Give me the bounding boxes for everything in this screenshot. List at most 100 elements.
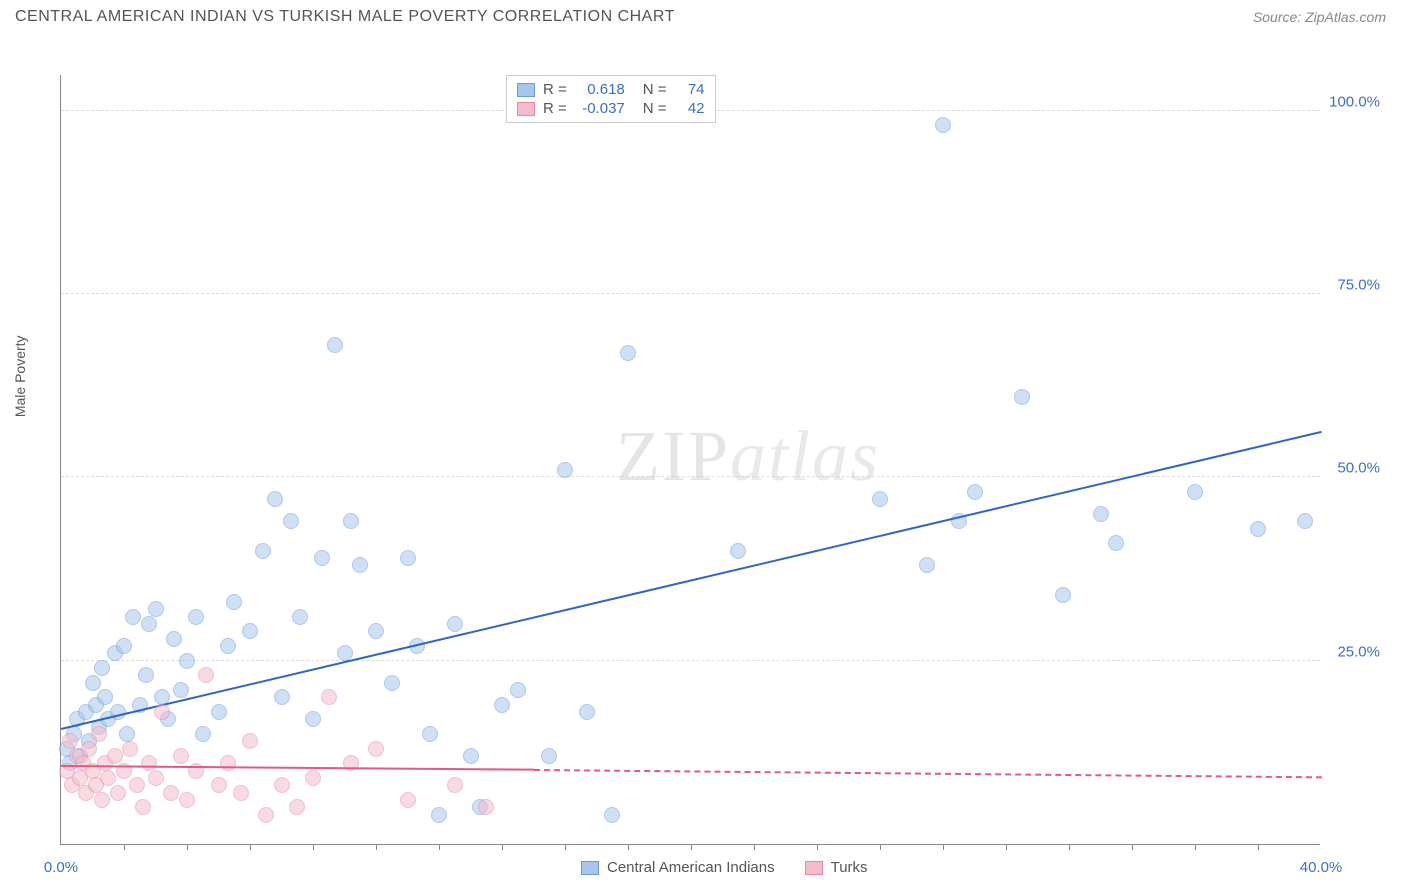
data-point bbox=[255, 543, 271, 559]
data-point bbox=[283, 513, 299, 529]
data-point bbox=[173, 682, 189, 698]
x-tick bbox=[943, 844, 944, 850]
chart-source: Source: ZipAtlas.com bbox=[1253, 9, 1386, 25]
data-point bbox=[368, 623, 384, 639]
data-point bbox=[94, 660, 110, 676]
series-legend: Central American Indians Turks bbox=[581, 859, 868, 876]
x-tick bbox=[1069, 844, 1070, 850]
legend-item: Central American Indians bbox=[581, 859, 775, 876]
data-point bbox=[422, 726, 438, 742]
x-tick bbox=[187, 844, 188, 850]
legend-swatch bbox=[517, 102, 535, 116]
data-point bbox=[138, 667, 154, 683]
data-point bbox=[1055, 587, 1071, 603]
data-point bbox=[211, 704, 227, 720]
y-tick-label: 75.0% bbox=[1325, 277, 1380, 294]
data-point bbox=[935, 117, 951, 133]
x-tick bbox=[1006, 844, 1007, 850]
data-point bbox=[116, 638, 132, 654]
x-tick bbox=[691, 844, 692, 850]
data-point bbox=[100, 770, 116, 786]
data-point bbox=[233, 785, 249, 801]
data-point bbox=[292, 609, 308, 625]
legend-swatch bbox=[517, 83, 535, 97]
data-point bbox=[198, 667, 214, 683]
data-point bbox=[135, 799, 151, 815]
x-tick bbox=[880, 844, 881, 850]
data-point bbox=[1014, 389, 1030, 405]
data-point bbox=[1250, 521, 1266, 537]
data-point bbox=[305, 770, 321, 786]
x-tick bbox=[439, 844, 440, 850]
stats-n-value: 74 bbox=[675, 81, 705, 98]
data-point bbox=[141, 755, 157, 771]
data-point bbox=[122, 741, 138, 757]
data-point bbox=[267, 491, 283, 507]
data-point bbox=[289, 799, 305, 815]
data-point bbox=[154, 704, 170, 720]
data-point bbox=[919, 557, 935, 573]
data-point bbox=[1108, 535, 1124, 551]
data-point bbox=[1297, 513, 1313, 529]
data-point bbox=[463, 748, 479, 764]
data-point bbox=[179, 792, 195, 808]
stats-r-value: -0.037 bbox=[575, 100, 625, 117]
x-tick bbox=[754, 844, 755, 850]
data-point bbox=[195, 726, 211, 742]
data-point bbox=[211, 777, 227, 793]
legend-label: Central American Indians bbox=[607, 859, 775, 876]
x-tick bbox=[250, 844, 251, 850]
grid-line bbox=[61, 660, 1320, 661]
data-point bbox=[1187, 484, 1203, 500]
data-point bbox=[314, 550, 330, 566]
x-tick bbox=[628, 844, 629, 850]
data-point bbox=[447, 616, 463, 632]
data-point bbox=[148, 770, 164, 786]
chart-header: CENTRAL AMERICAN INDIAN VS TURKISH MALE … bbox=[0, 0, 1406, 30]
stats-r-label: R = bbox=[543, 100, 567, 117]
data-point bbox=[541, 748, 557, 764]
data-point bbox=[872, 491, 888, 507]
data-point bbox=[220, 755, 236, 771]
data-point bbox=[226, 594, 242, 610]
data-point bbox=[1093, 506, 1109, 522]
x-tick bbox=[376, 844, 377, 850]
x-tick bbox=[1258, 844, 1259, 850]
data-point bbox=[110, 785, 126, 801]
data-point bbox=[579, 704, 595, 720]
x-tick bbox=[565, 844, 566, 850]
data-point bbox=[119, 726, 135, 742]
data-point bbox=[343, 513, 359, 529]
x-tick-label: 0.0% bbox=[44, 859, 78, 876]
y-tick-label: 50.0% bbox=[1325, 460, 1380, 477]
data-point bbox=[97, 689, 113, 705]
legend-label: Turks bbox=[831, 859, 868, 876]
data-point bbox=[141, 616, 157, 632]
data-point bbox=[274, 777, 290, 793]
data-point bbox=[125, 609, 141, 625]
x-tick-label: 40.0% bbox=[1300, 859, 1343, 876]
data-point bbox=[179, 653, 195, 669]
data-point bbox=[620, 345, 636, 361]
data-point bbox=[163, 785, 179, 801]
data-point bbox=[384, 675, 400, 691]
x-tick bbox=[313, 844, 314, 850]
plot-area: 25.0%50.0%75.0%100.0%0.0%40.0%ZIPatlasR … bbox=[60, 75, 1320, 845]
legend-swatch bbox=[805, 861, 823, 875]
data-point bbox=[81, 741, 97, 757]
data-point bbox=[352, 557, 368, 573]
chart-title: CENTRAL AMERICAN INDIAN VS TURKISH MALE … bbox=[15, 8, 675, 26]
data-point bbox=[400, 550, 416, 566]
data-point bbox=[94, 792, 110, 808]
x-tick bbox=[124, 844, 125, 850]
data-point bbox=[188, 609, 204, 625]
data-point bbox=[305, 711, 321, 727]
stats-n-label: N = bbox=[643, 81, 667, 98]
stats-n-value: 42 bbox=[675, 100, 705, 117]
x-tick bbox=[817, 844, 818, 850]
data-point bbox=[129, 777, 145, 793]
data-point bbox=[258, 807, 274, 823]
trend-line-dashed bbox=[533, 769, 1321, 778]
data-point bbox=[148, 601, 164, 617]
data-point bbox=[321, 689, 337, 705]
